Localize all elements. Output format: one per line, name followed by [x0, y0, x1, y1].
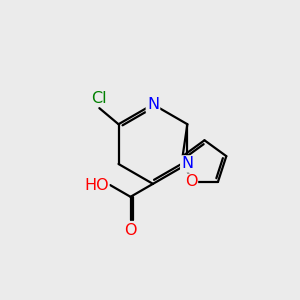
Text: O: O — [124, 223, 137, 238]
Text: Cl: Cl — [91, 91, 106, 106]
Text: N: N — [147, 97, 159, 112]
Text: O: O — [185, 174, 197, 189]
Text: N: N — [181, 157, 194, 172]
Text: HO: HO — [84, 178, 109, 193]
